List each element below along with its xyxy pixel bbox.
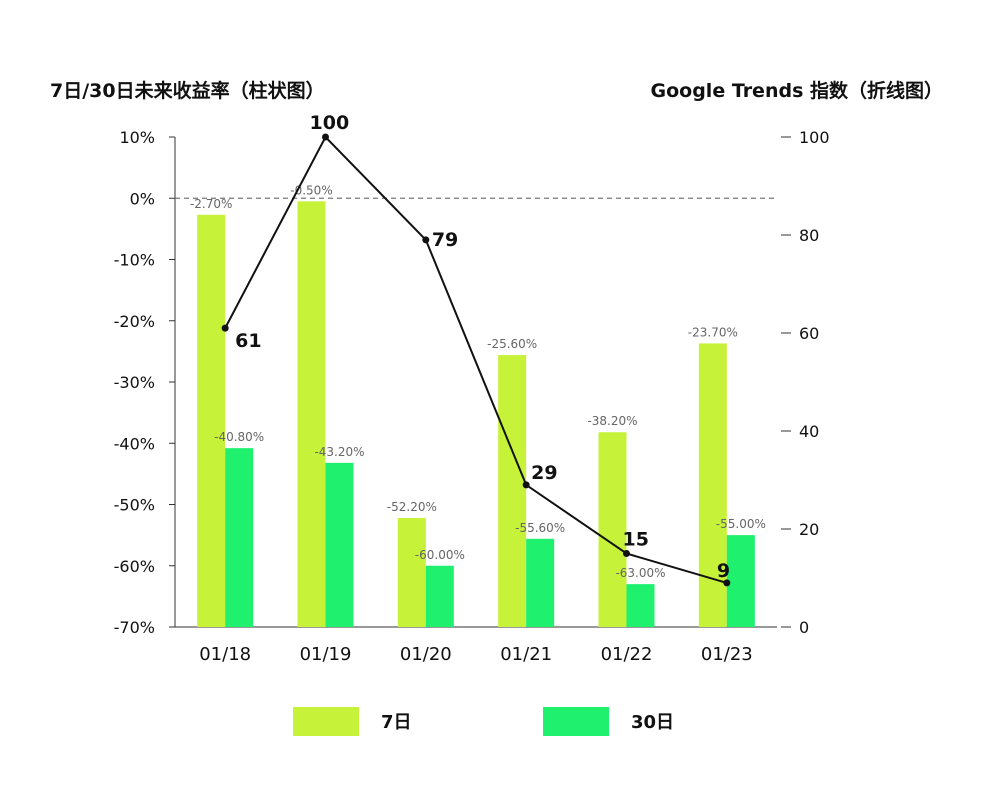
google-trends-point [623, 550, 630, 557]
legend-item-7d: 7日 [293, 706, 412, 736]
bar-30d [425, 565, 454, 627]
left-axis-tick-label: 10% [119, 128, 155, 147]
google-trends-value-label: 9 [717, 560, 730, 582]
left-axis-tick-label: -20% [114, 312, 155, 331]
x-axis-tick-label: 01/22 [601, 644, 653, 665]
bar-7d [698, 343, 727, 627]
bar-7d-value-label: -2.70% [190, 197, 232, 211]
bar-7d-value-label: -25.60% [487, 337, 537, 351]
left-axis-tick-label: -60% [114, 557, 155, 576]
right-axis-tick-label: 60 [799, 324, 819, 343]
x-axis-tick-label: 01/20 [400, 644, 452, 665]
legend-item-30d: 30日 [543, 706, 674, 736]
bar-30d-value-label: -43.20% [314, 445, 364, 459]
left-axis-tick-label: -10% [114, 251, 155, 270]
bar-7d [297, 201, 326, 627]
legend-label-7d: 7日 [381, 712, 412, 733]
google-trends-value-label: 79 [432, 229, 458, 251]
right-axis-tick-label: 0 [799, 618, 809, 637]
bar-30d [225, 448, 254, 627]
legend-label-30d: 30日 [631, 712, 675, 733]
right-axis-tick-label: 40 [799, 422, 819, 441]
bar-30d-value-label: -55.60% [515, 521, 565, 535]
bar-7d-value-label: -52.20% [387, 500, 437, 514]
right-axis-title: Google Trends 指数（折线图） [650, 80, 944, 102]
bar-7d-value-label: -38.20% [587, 414, 637, 428]
bar-7d [397, 517, 426, 627]
google-trends-value-label: 29 [531, 462, 557, 484]
bar-30d [526, 538, 555, 627]
left-axis-title: 7日/30日未来收益率（柱状图） [50, 80, 325, 102]
left-axis-tick-label: -30% [114, 373, 155, 392]
bar-30d [626, 584, 655, 627]
right-axis-tick-label: 100 [799, 128, 830, 147]
legend-swatch-30d [543, 706, 609, 736]
google-trends-value-label: 61 [235, 330, 261, 352]
google-trends-point [422, 236, 430, 244]
google-trends-line [224, 135, 728, 584]
bar-30d [726, 535, 755, 627]
google-trends-value-label: 15 [623, 529, 649, 551]
right-axis-tick-label: 20 [799, 520, 819, 539]
bar-30d [325, 462, 354, 627]
bar-7d [598, 432, 627, 627]
left-axis-tick-label: -50% [114, 496, 155, 515]
left-axis-tick-label: 0% [130, 189, 155, 208]
google-trends-value-label: 100 [310, 112, 350, 134]
left-axis-tick-label: -40% [114, 434, 155, 453]
bar-30d-value-label: -63.00% [615, 566, 665, 580]
x-axis-tick-label: 01/19 [300, 644, 352, 665]
bar-7d-value-label: -23.70% [688, 325, 738, 339]
left-axis-tick-label: -70% [114, 618, 155, 637]
x-axis-tick-label: 01/23 [701, 644, 753, 665]
x-axis-tick-label: 01/21 [500, 644, 552, 665]
legend-swatch-7d [293, 706, 359, 736]
bar-7d [498, 355, 527, 627]
google-trends-point [322, 133, 329, 141]
right-axis-tick-label: 80 [799, 226, 819, 245]
bar-30d-value-label: -55.00% [716, 517, 766, 531]
google-trends-point [522, 481, 530, 489]
google-trends-point [723, 579, 731, 587]
bar-30d-value-label: -60.00% [415, 548, 465, 562]
bar-30d-value-label: -40.80% [214, 430, 264, 444]
bar-7d [197, 214, 226, 627]
bar-7d-value-label: -0.50% [290, 183, 332, 197]
x-axis-tick-label: 01/18 [199, 644, 251, 665]
chart-area: 10% 0% -10% -20% -30% -40% -50% -60% -70% 100 80 60… [114, 112, 830, 665]
google-trends-point [221, 324, 229, 332]
